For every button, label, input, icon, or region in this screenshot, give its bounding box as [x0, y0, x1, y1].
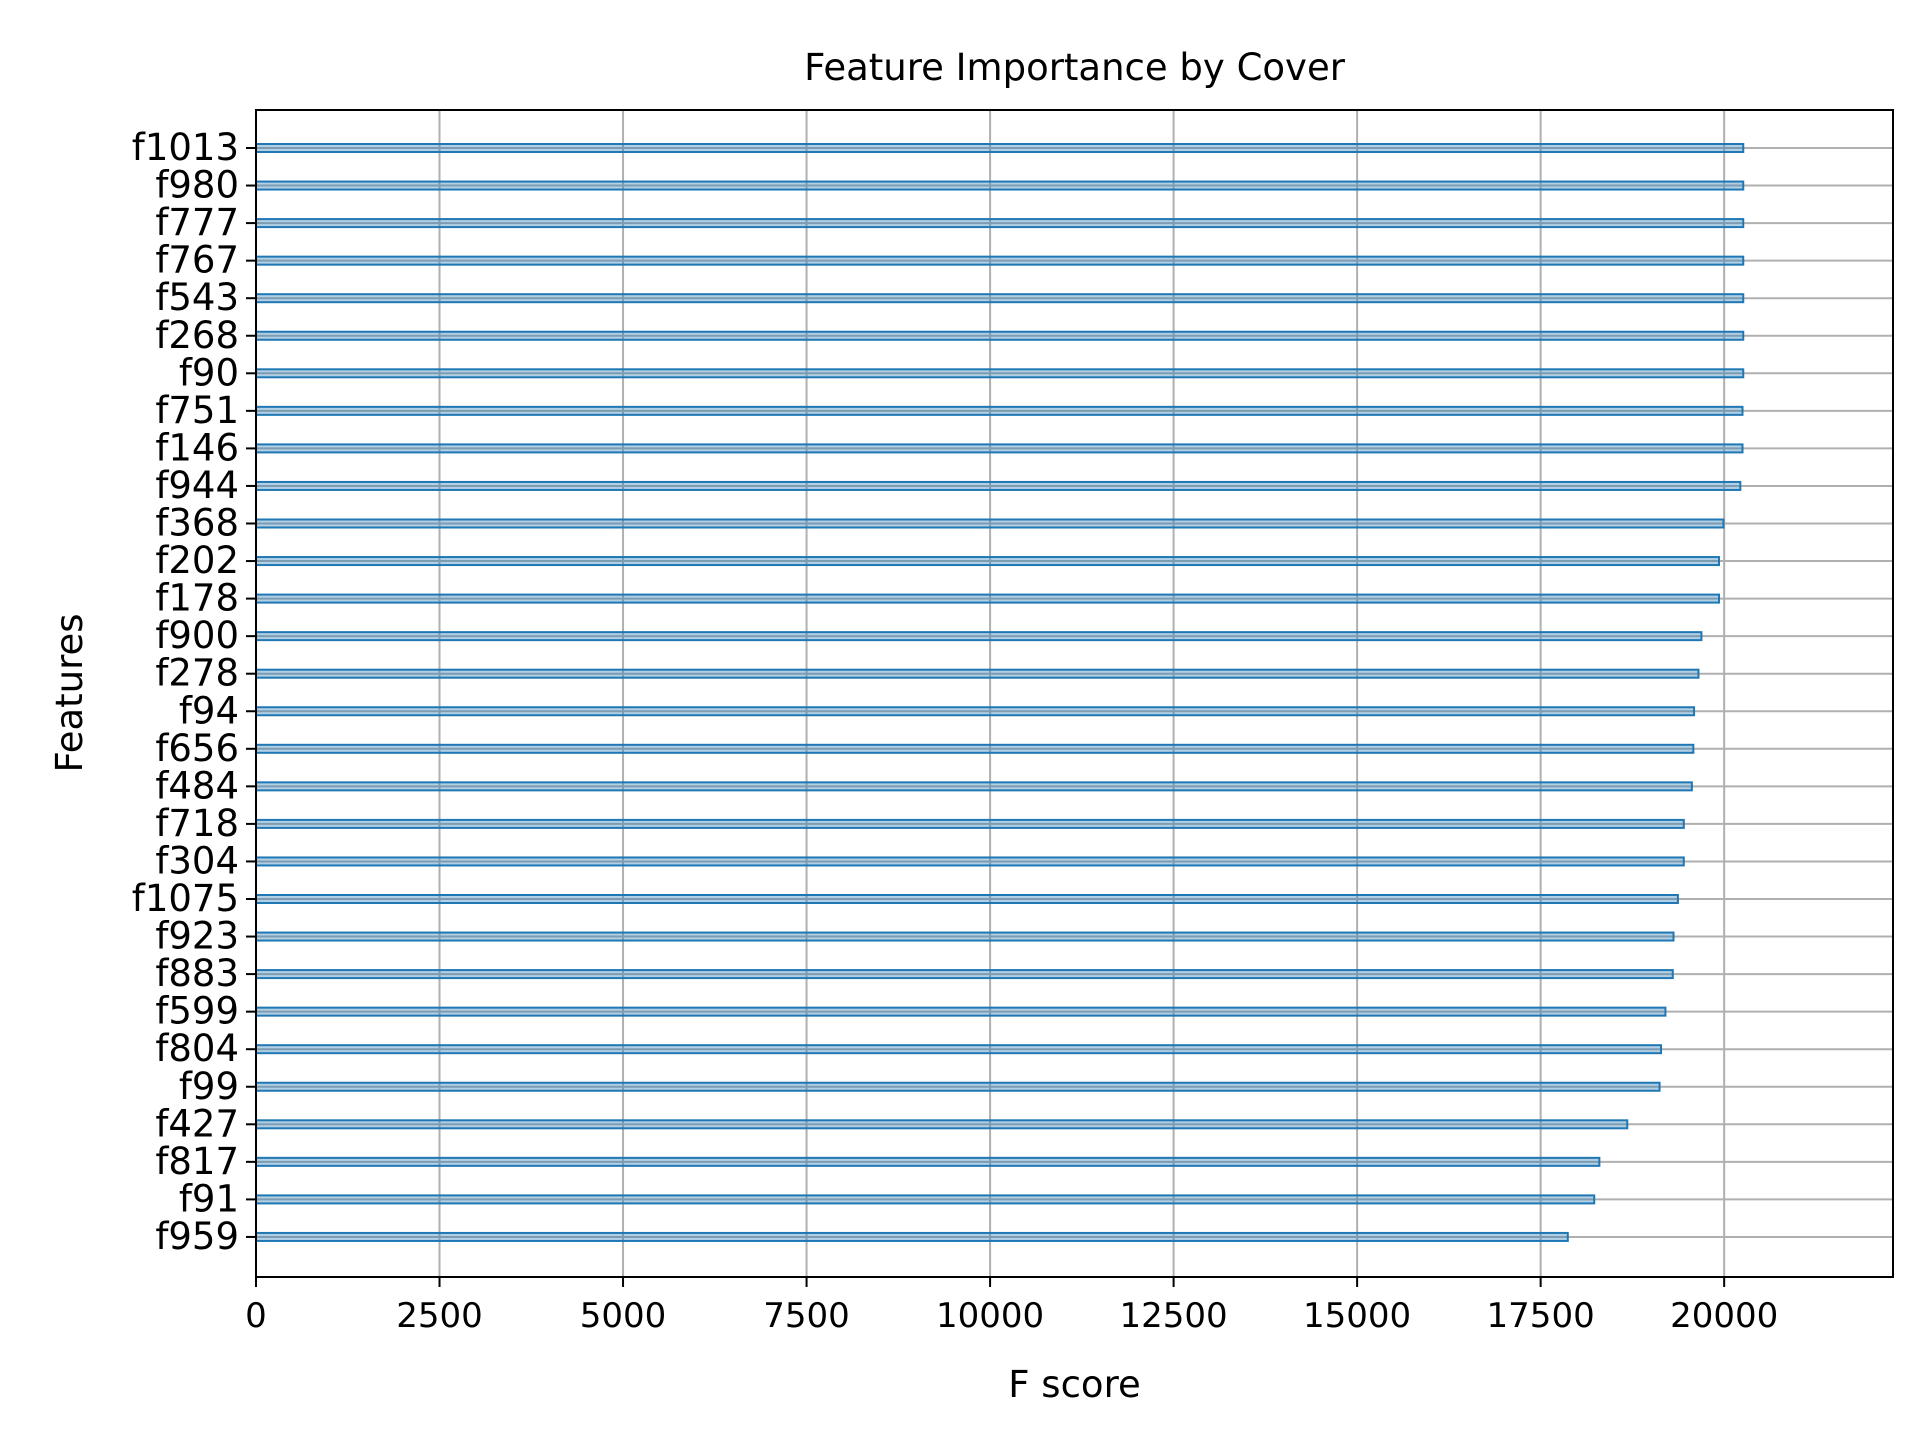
y-tick-label: f368: [155, 502, 239, 545]
bar-f817: [255, 1156, 1601, 1167]
bar-f146: [255, 443, 1744, 454]
x-tick-label: 17500: [1487, 1296, 1595, 1336]
y-tick-label: f304: [155, 839, 239, 882]
y-tick-label: f751: [155, 389, 239, 432]
bar-f944: [255, 480, 1742, 491]
y-tick-label: f146: [155, 426, 239, 469]
bar-f427: [255, 1119, 1629, 1130]
y-tick-label: f484: [155, 764, 239, 807]
bar-f751: [255, 405, 1744, 416]
bar-f368: [255, 518, 1725, 529]
x-tick-label: 20000: [1670, 1296, 1778, 1336]
bar-f980: [255, 180, 1745, 191]
y-tick-label: f90: [179, 351, 239, 394]
x-tick-label: 12500: [1120, 1296, 1228, 1336]
y-tick-label: f817: [155, 1140, 239, 1183]
bar-f1075: [255, 894, 1679, 904]
y-tick-label: f99: [179, 1065, 239, 1108]
y-tick-label: f178: [155, 577, 239, 620]
bar-f656: [255, 743, 1695, 754]
bar-f484: [255, 781, 1693, 792]
y-axis-label: Features: [48, 613, 91, 772]
bar-f304: [255, 856, 1685, 867]
bar-f718: [255, 818, 1685, 829]
bar-f883: [255, 969, 1674, 980]
bar-f959: [255, 1231, 1569, 1242]
bar-f923: [255, 931, 1675, 942]
y-tick-label: f767: [155, 239, 239, 282]
plot-frame: [255, 109, 1894, 1278]
y-tick-label: f944: [155, 464, 239, 507]
y-tick-label: f543: [155, 276, 239, 319]
x-tick-label: 10000: [936, 1296, 1044, 1336]
chart-title: Feature Importance by Cover: [804, 46, 1346, 89]
bar-f90: [255, 368, 1745, 379]
y-tick-label: f427: [155, 1102, 239, 1145]
bar-f543: [255, 293, 1745, 304]
x-tick-label: 0: [245, 1296, 267, 1336]
y-tick-label: f656: [155, 727, 239, 770]
y-tick-label: f278: [155, 652, 239, 695]
x-axis-label: F score: [1008, 1363, 1140, 1406]
bar-f94: [255, 706, 1696, 717]
y-tick-label: f777: [155, 201, 239, 244]
y-tick-label: f91: [179, 1177, 239, 1220]
x-tick-label: 15000: [1303, 1296, 1411, 1336]
y-tick-label: f1013: [132, 126, 239, 169]
bar-f278: [255, 668, 1700, 679]
y-tick-label: f923: [155, 915, 239, 958]
y-tick-label: f980: [155, 164, 239, 207]
bar-f91: [255, 1194, 1596, 1205]
x-tick-label: 2500: [396, 1296, 483, 1336]
bar-f804: [255, 1044, 1663, 1055]
axis-ticks: 0 2500 5000 7500 10000 12500 15000 17500 20000 f1…: [132, 126, 1778, 1336]
x-tick-label: 5000: [580, 1296, 667, 1336]
y-tick-label: f959: [155, 1215, 239, 1258]
bar-f178: [255, 593, 1721, 604]
y-tick-label: f202: [155, 539, 239, 582]
bar-f777: [255, 218, 1745, 229]
bar-f99: [255, 1081, 1661, 1092]
bar-f1013: [255, 143, 1745, 153]
y-tick-label: f268: [155, 314, 239, 357]
bar-f900: [255, 631, 1703, 642]
grid-lines: [255, 110, 1893, 1277]
y-tick-label: f804: [155, 1027, 239, 1070]
y-tick-label: f718: [155, 802, 239, 845]
bar-f202: [255, 556, 1721, 567]
bar-f268: [255, 330, 1745, 341]
y-tick-label: f1075: [132, 877, 239, 920]
y-tick-label: f883: [155, 952, 239, 995]
bar-f767: [255, 255, 1745, 266]
y-tick-label: f94: [179, 689, 239, 732]
x-tick-label: 7500: [763, 1296, 850, 1336]
y-tick-label: f900: [155, 614, 239, 657]
bar-f599: [255, 1006, 1667, 1017]
y-tick-label: f599: [155, 990, 239, 1033]
